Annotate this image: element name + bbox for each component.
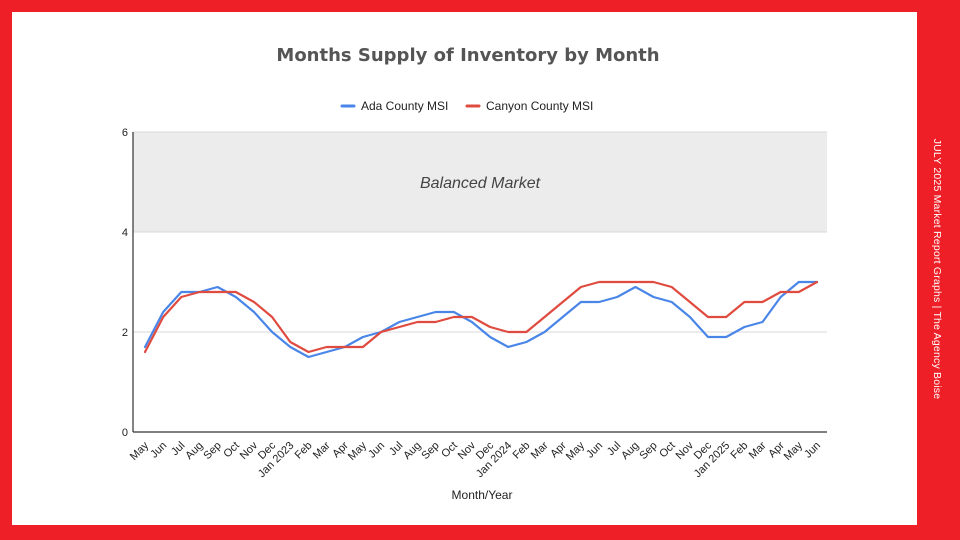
band-label: Balanced Market bbox=[420, 175, 541, 192]
x-tick-label: Nov bbox=[238, 439, 261, 462]
chart-card: Balanced Market May Jun Jul Aug Sep Oct Nov Dec… bbox=[12, 12, 917, 525]
x-tick-label: Nov bbox=[456, 439, 479, 462]
x-tick-label: Sep bbox=[419, 440, 441, 462]
x-tick-label: Oct bbox=[221, 440, 242, 461]
x-tick-label: Jun bbox=[148, 440, 169, 461]
x-tick-label: May bbox=[564, 439, 588, 463]
balanced-market-band bbox=[133, 132, 827, 232]
x-tick-label: May bbox=[782, 439, 806, 463]
x-tick-label: Mar bbox=[529, 439, 551, 461]
x-tick-label: Sep bbox=[637, 440, 659, 462]
legend-label: Canyon County MSI bbox=[486, 99, 593, 113]
x-tick-label: Jun bbox=[366, 440, 387, 461]
series-line-ada bbox=[143, 280, 819, 359]
x-axis-title: Month/Year bbox=[452, 488, 513, 502]
x-tick-label: Aug bbox=[401, 440, 423, 462]
x-tick-label: Feb bbox=[293, 440, 315, 462]
x-tick-label: Oct bbox=[439, 440, 460, 461]
x-tick-label: Feb bbox=[729, 440, 751, 462]
x-tick-label: Mar bbox=[311, 439, 333, 461]
y-tick-label: 6 bbox=[122, 127, 128, 139]
legend-label: Ada County MSI bbox=[361, 99, 448, 113]
x-tick-label: Aug bbox=[183, 440, 205, 462]
y-tick-label: 0 bbox=[122, 427, 128, 439]
legend: Ada County MSI Canyon County MSI bbox=[340, 99, 593, 113]
side-note: JULY 2025 Market Report Graphs | The Age… bbox=[926, 12, 948, 525]
chart-title: Months Supply of Inventory by Month bbox=[276, 45, 659, 66]
x-tick-label: Mar bbox=[747, 439, 769, 461]
x-tick-label: May bbox=[128, 439, 152, 463]
y-tick-label: 2 bbox=[122, 327, 128, 339]
x-tick-label: Jun bbox=[584, 440, 605, 461]
x-tick-label: Jun bbox=[802, 440, 823, 461]
x-tick-label: Oct bbox=[657, 440, 678, 461]
series-line-canyon bbox=[143, 280, 819, 354]
x-tick-label: Aug bbox=[619, 440, 641, 462]
y-tick-label: 4 bbox=[122, 227, 128, 239]
side-note-text: JULY 2025 Market Report Graphs | The Age… bbox=[931, 138, 943, 399]
x-tick-label: Sep bbox=[201, 440, 223, 462]
x-tick-label: Nov bbox=[674, 439, 697, 462]
x-tick-label: Feb bbox=[511, 440, 533, 462]
x-tick-label: May bbox=[346, 439, 370, 463]
